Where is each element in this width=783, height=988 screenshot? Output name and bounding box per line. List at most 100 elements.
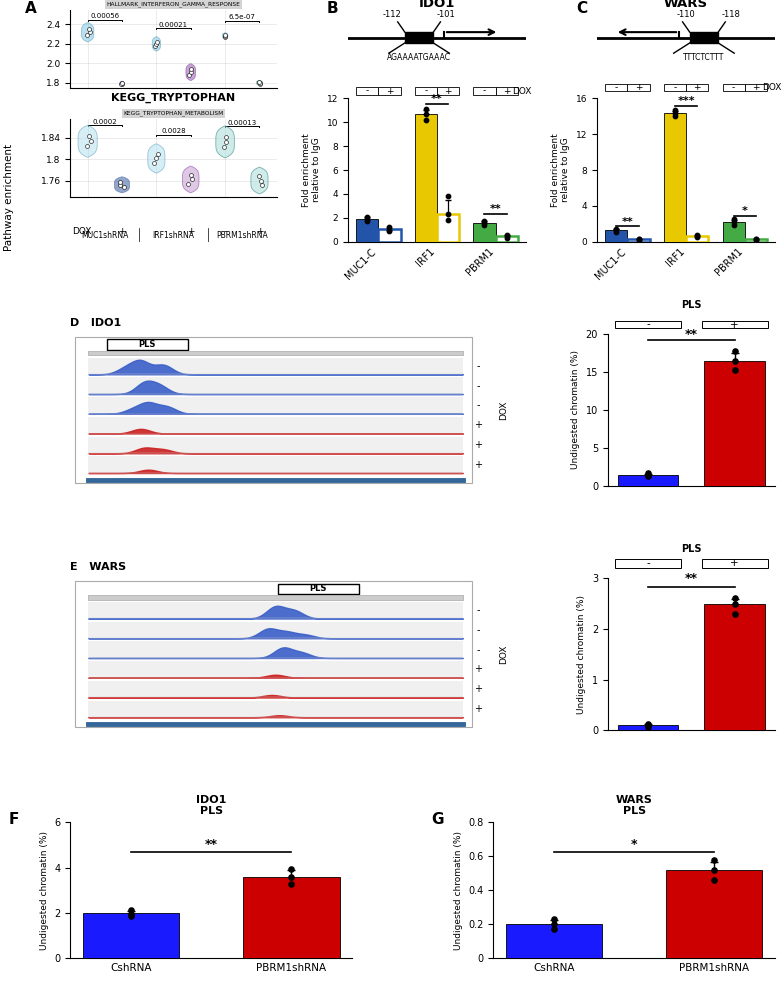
Point bbox=[610, 224, 622, 240]
Text: -: - bbox=[155, 226, 158, 236]
Text: +: + bbox=[694, 83, 701, 92]
Text: D   IDO1: D IDO1 bbox=[70, 318, 121, 328]
Point bbox=[218, 29, 231, 44]
Y-axis label: Fold enrichment
relative to IgG: Fold enrichment relative to IgG bbox=[301, 133, 321, 206]
Text: TTTCTCTTT: TTTCTCTTT bbox=[684, 53, 724, 62]
Bar bbox=[88, 661, 463, 678]
Bar bbox=[356, 219, 378, 242]
Point bbox=[442, 212, 454, 228]
Point bbox=[442, 189, 454, 205]
Point bbox=[749, 231, 762, 247]
Text: ***: *** bbox=[677, 96, 695, 106]
Point bbox=[633, 231, 645, 247]
Point bbox=[220, 134, 233, 150]
Text: +: + bbox=[731, 558, 739, 568]
Bar bbox=[88, 437, 463, 453]
Bar bbox=[664, 84, 686, 91]
Bar bbox=[106, 339, 188, 350]
Point bbox=[115, 76, 128, 92]
Text: DOX: DOX bbox=[762, 83, 781, 92]
Bar bbox=[627, 84, 650, 91]
Point bbox=[633, 230, 645, 246]
Bar bbox=[473, 222, 496, 242]
Point bbox=[669, 109, 681, 124]
Point bbox=[81, 138, 93, 154]
Bar bbox=[358, 478, 363, 481]
Polygon shape bbox=[257, 80, 262, 85]
Bar bbox=[88, 602, 463, 618]
Point bbox=[691, 228, 704, 244]
Text: +: + bbox=[474, 684, 482, 695]
Y-axis label: Fold enrichment
relative to IgG: Fold enrichment relative to IgG bbox=[551, 133, 570, 206]
Point bbox=[642, 715, 655, 731]
Point bbox=[285, 861, 298, 876]
Bar bbox=[605, 84, 627, 91]
Point bbox=[150, 36, 163, 51]
Text: **: ** bbox=[685, 328, 698, 341]
Point bbox=[728, 591, 741, 607]
Point bbox=[185, 167, 197, 183]
Point bbox=[708, 852, 720, 867]
Text: 0.00013: 0.00013 bbox=[228, 120, 257, 125]
Bar bbox=[745, 84, 767, 91]
Polygon shape bbox=[152, 37, 161, 51]
Bar bbox=[723, 222, 745, 242]
Text: +: + bbox=[503, 87, 511, 96]
Bar bbox=[313, 478, 322, 481]
Point bbox=[420, 112, 432, 127]
Point bbox=[285, 875, 298, 891]
Text: DOX: DOX bbox=[499, 644, 507, 664]
Text: -: - bbox=[86, 226, 89, 236]
Point bbox=[186, 172, 198, 188]
Text: B: B bbox=[327, 1, 338, 16]
Text: -: - bbox=[646, 558, 650, 568]
Point bbox=[220, 128, 233, 144]
Point bbox=[548, 911, 561, 927]
Point bbox=[548, 922, 561, 938]
Text: 0.0028: 0.0028 bbox=[161, 128, 186, 134]
Point bbox=[361, 208, 373, 224]
Text: **: ** bbox=[622, 216, 633, 226]
Point bbox=[669, 102, 681, 118]
Bar bbox=[88, 681, 463, 698]
Bar bbox=[496, 236, 518, 242]
Point bbox=[708, 872, 720, 888]
Point bbox=[642, 465, 655, 481]
Bar bbox=[745, 239, 767, 242]
Point bbox=[669, 105, 681, 121]
Text: Pathway enrichment: Pathway enrichment bbox=[4, 144, 14, 251]
Bar bbox=[88, 595, 463, 600]
Polygon shape bbox=[182, 166, 199, 193]
Point bbox=[749, 230, 762, 246]
Text: +: + bbox=[256, 226, 263, 236]
Bar bbox=[702, 321, 767, 328]
Point bbox=[254, 76, 266, 92]
Text: HALLMARK_INTERFERON_GAMMA_RESPONSE: HALLMARK_INTERFERON_GAMMA_RESPONSE bbox=[106, 1, 240, 7]
Point bbox=[478, 214, 491, 230]
Text: **: ** bbox=[685, 572, 698, 585]
Text: +: + bbox=[474, 459, 482, 469]
Text: -: - bbox=[483, 87, 486, 96]
Point bbox=[383, 223, 395, 239]
Polygon shape bbox=[216, 125, 234, 158]
Point bbox=[728, 606, 741, 621]
Point bbox=[749, 232, 762, 248]
Bar bbox=[88, 377, 463, 394]
Text: -: - bbox=[477, 624, 480, 635]
Point bbox=[727, 216, 740, 232]
Bar bbox=[664, 113, 686, 242]
Text: MUC1shRNA: MUC1shRNA bbox=[81, 231, 128, 240]
Point bbox=[255, 173, 268, 189]
Bar bbox=[618, 474, 679, 486]
Bar bbox=[88, 456, 463, 473]
Point bbox=[642, 467, 655, 483]
Bar bbox=[705, 361, 765, 486]
Point bbox=[114, 174, 127, 190]
Point bbox=[642, 468, 655, 484]
Bar bbox=[618, 725, 679, 730]
Bar bbox=[690, 33, 718, 42]
Text: PLS: PLS bbox=[310, 584, 327, 594]
Point bbox=[183, 67, 196, 83]
Point bbox=[117, 180, 130, 196]
Point bbox=[125, 909, 138, 925]
